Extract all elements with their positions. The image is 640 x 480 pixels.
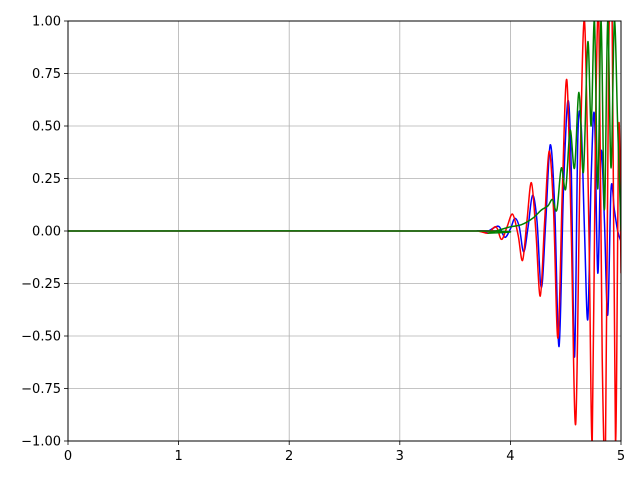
x-tick-label: 2 [285,449,293,464]
plot-area [67,20,622,442]
y-tick-label: 0.00 [32,225,61,240]
y-tick-label: 0.50 [32,120,61,135]
x-axis: 0 1 2 3 4 5 [64,441,625,464]
y-tick-label: 0.75 [32,67,61,82]
x-tick-label: 4 [506,449,514,464]
y-tick-label: −0.25 [21,277,61,292]
series-line-red [68,21,621,441]
y-axis: −1.00 −0.75 −0.50 −0.25 0.00 0.25 0.50 0.75 1.00 [21,15,68,450]
x-tick-label: 5 [617,449,625,464]
x-tick-label: 3 [396,449,404,464]
x-tick-label: 1 [174,449,182,464]
y-tick-label: −1.00 [21,435,61,450]
y-tick-label: −0.50 [21,330,61,345]
y-tick-label: 0.25 [32,172,61,187]
y-tick-label: −0.75 [21,382,61,397]
y-tick-label: 1.00 [32,15,61,30]
x-tick-label: 0 [64,449,72,464]
